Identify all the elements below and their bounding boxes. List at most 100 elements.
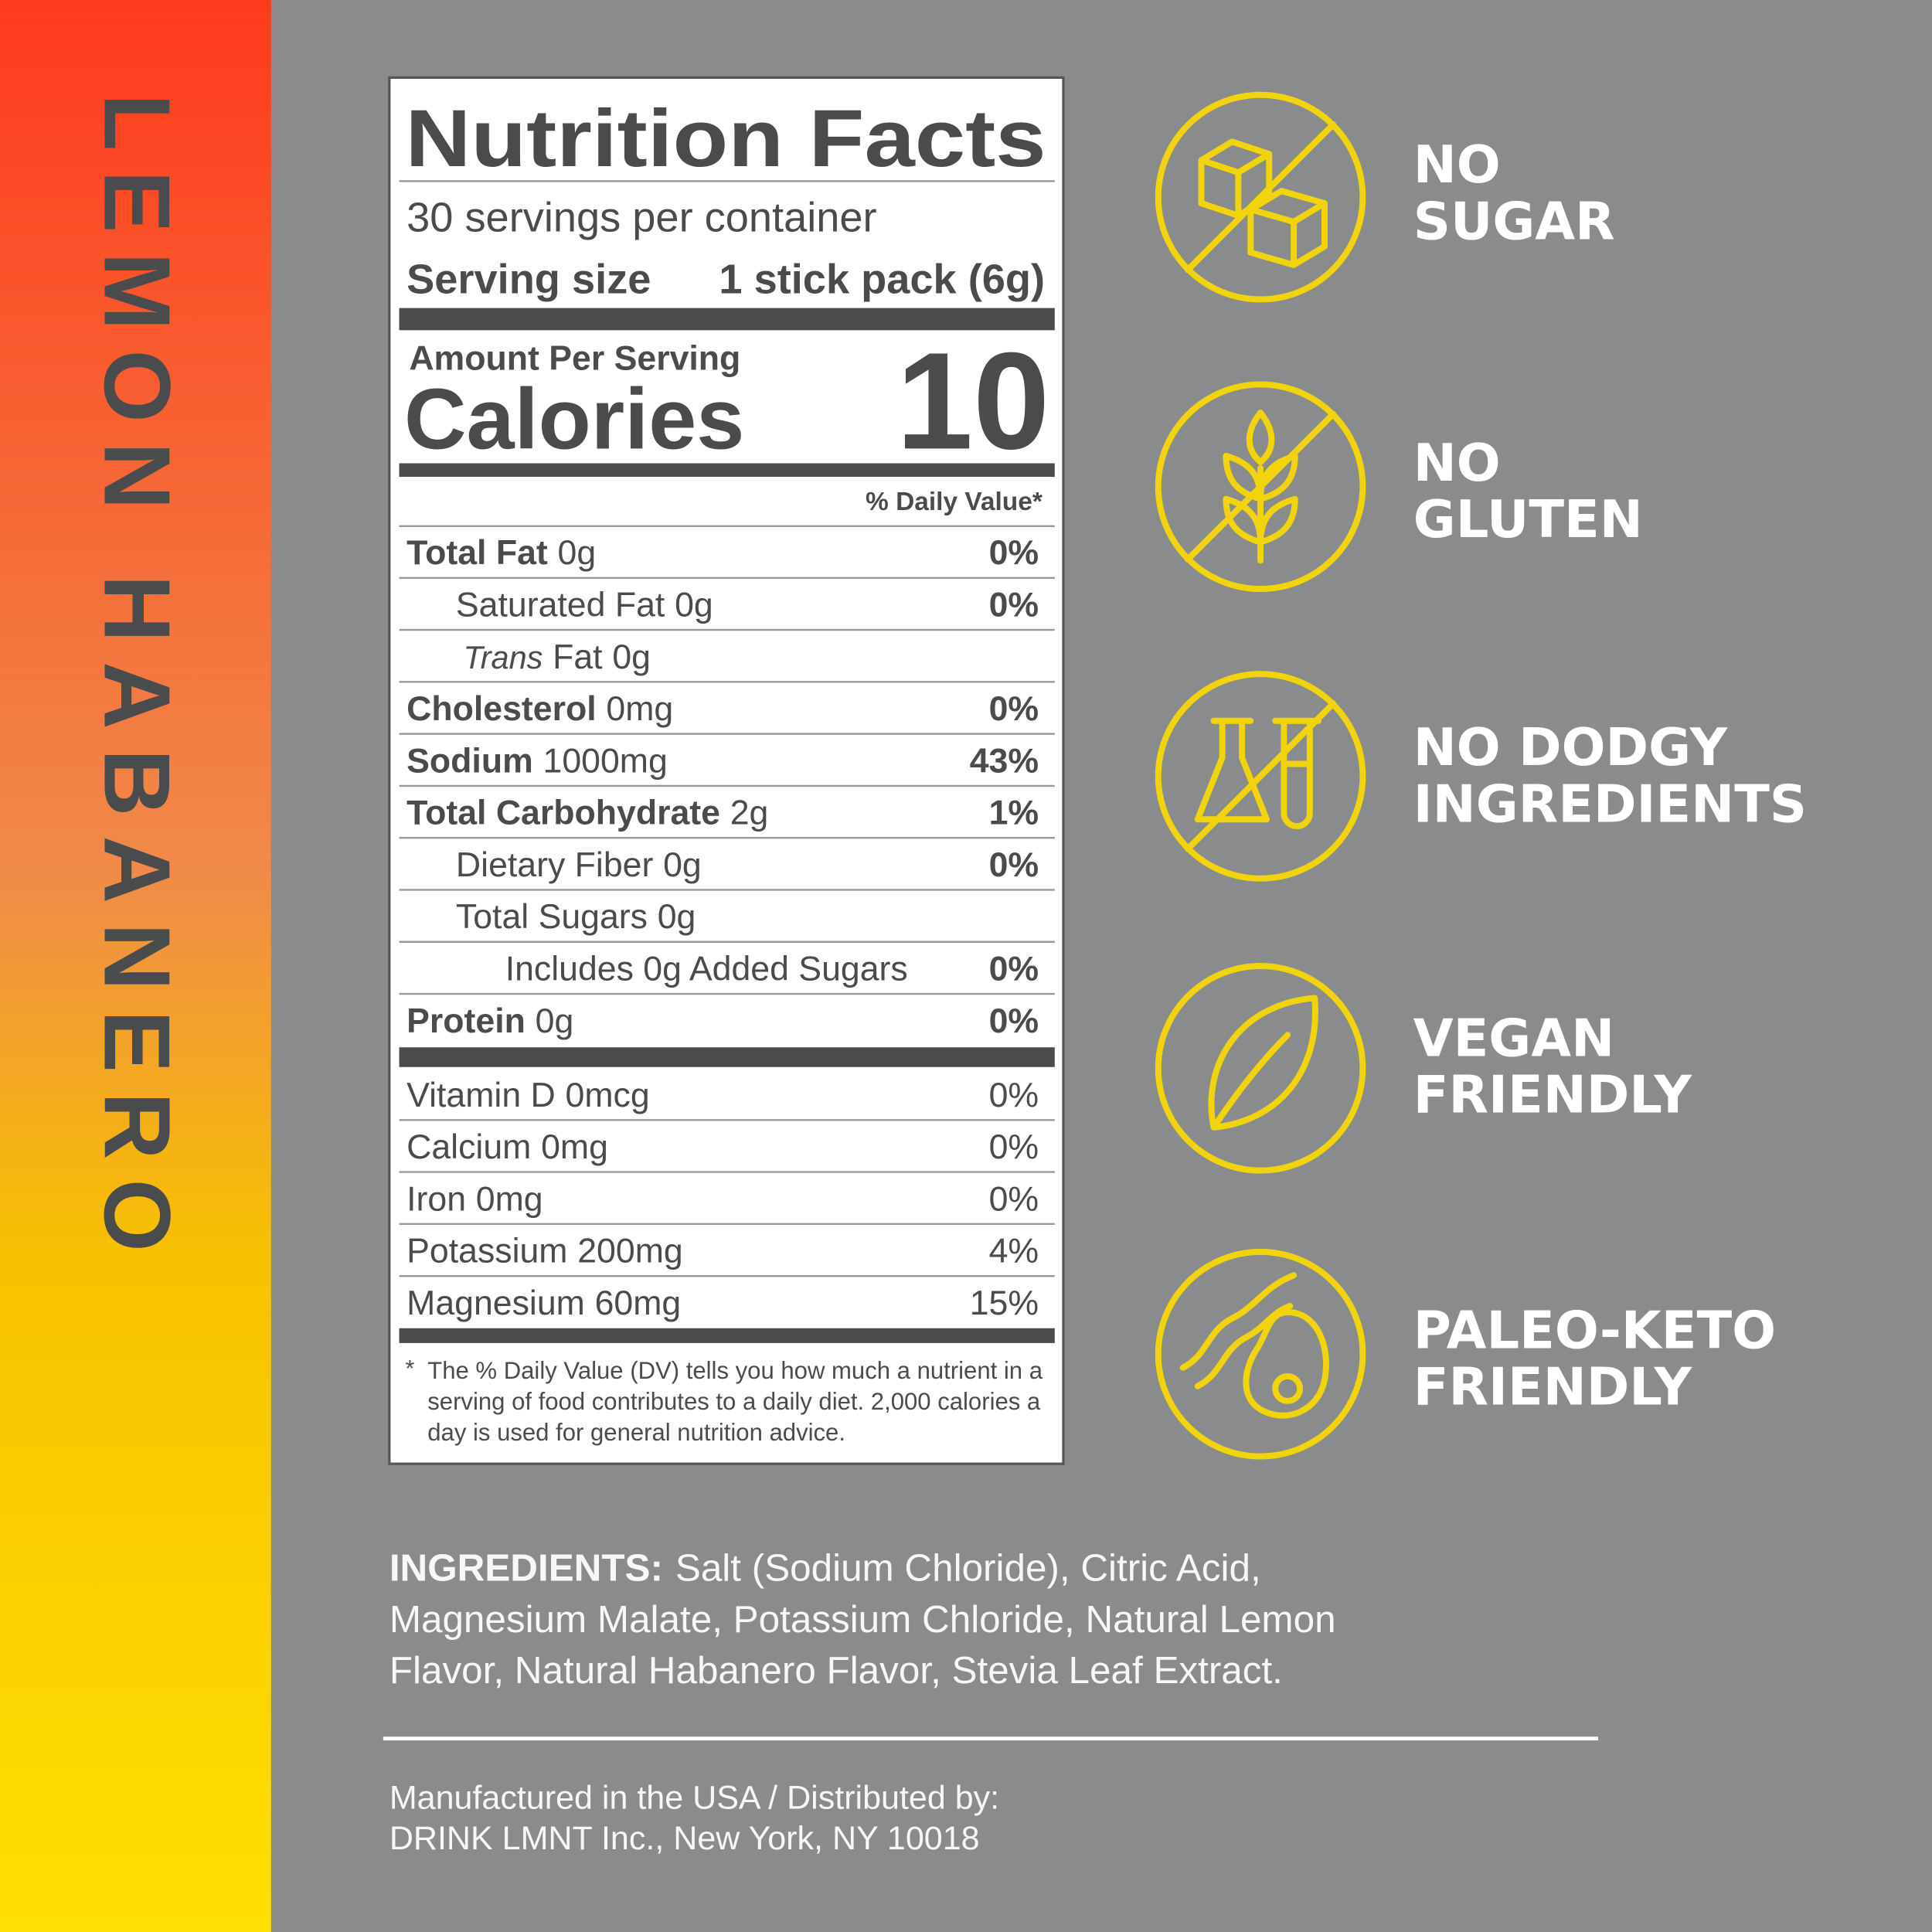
daily-value: 0% bbox=[989, 1180, 1039, 1218]
manufacturer: DRINK LMNT Inc., New York, NY 10018 bbox=[389, 1820, 980, 1857]
nutrient-name: Iron bbox=[406, 1180, 466, 1218]
daily-value: 15% bbox=[970, 1284, 1039, 1322]
nutrient-amount: 0g bbox=[558, 534, 597, 572]
claim: VEGAN bbox=[1413, 1008, 1614, 1068]
nutrient-name: Magnesium bbox=[406, 1284, 585, 1322]
nutrient-name: Vitamin D bbox=[406, 1077, 556, 1114]
nutrient-row: Trans Fat 0g bbox=[463, 638, 650, 676]
serving-size-label: Serving size bbox=[406, 256, 651, 302]
daily-value: 0% bbox=[989, 1002, 1039, 1040]
nutrient-name: Protein bbox=[406, 1002, 526, 1040]
icon-ring bbox=[1155, 671, 1366, 882]
nutrient-row: Dietary Fiber 0g bbox=[456, 846, 702, 884]
daily-value: 0% bbox=[989, 950, 1039, 988]
nutrient-name: Includes 0g Added Sugars bbox=[505, 950, 908, 988]
nutrient-name: Saturated Fat bbox=[456, 587, 665, 624]
flavor-name: LEMON HABANERO bbox=[84, 94, 189, 1252]
icon-ring bbox=[1155, 381, 1366, 593]
nutrient-name: Dietary Fiber bbox=[456, 846, 654, 884]
claim: SUGAR bbox=[1413, 191, 1615, 251]
claim: NO bbox=[1413, 134, 1501, 195]
icon-ring bbox=[1155, 91, 1366, 303]
icon-cube bbox=[1247, 188, 1328, 268]
claim: FRIENDLY bbox=[1413, 1065, 1693, 1125]
nutrient-row: Iron 0mg bbox=[406, 1180, 543, 1218]
nutrient-name: Sodium bbox=[406, 742, 533, 780]
icon-wheat bbox=[1223, 410, 1298, 564]
nutrient-row: Includes 0g Added Sugars bbox=[505, 950, 908, 988]
nutrition-panel: Nutrition Facts 30 servings per containe… bbox=[388, 76, 1065, 1465]
nutrient-name: Total Fat bbox=[406, 534, 548, 572]
nutrient-name: Calcium bbox=[406, 1128, 531, 1166]
thick-rule bbox=[399, 308, 1055, 331]
daily-value: 1% bbox=[989, 794, 1039, 832]
thick-rule bbox=[399, 463, 1055, 478]
nutrient-amount: 0mg bbox=[541, 1128, 608, 1166]
nutrient-amount: 0g bbox=[536, 1002, 574, 1040]
claim: NO bbox=[1413, 433, 1501, 493]
nutrient-amount: 0g bbox=[675, 587, 713, 624]
nutrient-amount: 0g bbox=[663, 846, 702, 884]
claim: PALEO-KETO bbox=[1413, 1300, 1776, 1360]
nutrient-row: Vitamin D 0mcg bbox=[406, 1077, 650, 1114]
nutrient-amount: 0mg bbox=[476, 1180, 543, 1218]
daily-value: 0% bbox=[989, 846, 1039, 884]
icons bbox=[1155, 91, 1366, 1460]
footnote: The % Daily Value (DV) tells you how muc… bbox=[427, 1357, 1043, 1384]
ingredients-text: Magnesium Malate, Potassium Chloride, Na… bbox=[389, 1598, 1336, 1641]
nutrient-row: Potassium 200mg bbox=[406, 1233, 683, 1270]
claim: FRIENDLY bbox=[1413, 1357, 1693, 1417]
daily-value: 0% bbox=[989, 1128, 1039, 1166]
nutrient-amount: 0g bbox=[612, 638, 651, 676]
nutrient-amount: 2g bbox=[730, 794, 769, 832]
claim: GLUTEN bbox=[1413, 489, 1643, 549]
nutrient-name: Trans bbox=[463, 639, 543, 675]
nutrient-amount: 200mg bbox=[577, 1233, 682, 1270]
nutrient-row: Saturated Fat 0g bbox=[456, 587, 713, 624]
nutrient-row: Total Fat 0g bbox=[406, 534, 596, 572]
nutrient-row: Cholesterol 0mg bbox=[406, 690, 673, 728]
daily-value: 43% bbox=[970, 742, 1039, 780]
nutrient-row: Total Sugars 0g bbox=[456, 898, 696, 936]
nutrient-row: Magnesium 60mg bbox=[406, 1284, 681, 1322]
footnote: serving of food contributes to a daily d… bbox=[427, 1388, 1041, 1415]
nutrient-amount: 0mg bbox=[606, 690, 673, 728]
daily-value: 4% bbox=[989, 1233, 1039, 1270]
icon-lab bbox=[1194, 717, 1321, 830]
ingredients-text: Salt (Sodium Chloride), Citric Acid, bbox=[675, 1547, 1261, 1590]
ingredients-line: Magnesium Malate, Potassium Chloride, Na… bbox=[389, 1598, 1336, 1641]
icon-ring bbox=[1155, 1248, 1366, 1460]
icon-ring bbox=[1155, 963, 1366, 1174]
servings: 30 servings per container bbox=[406, 195, 876, 241]
manufacturer: Manufactured in the USA / Distributed by… bbox=[389, 1780, 999, 1817]
amount-per-serving: Amount Per Serving bbox=[409, 339, 740, 377]
claim: NO DODGY bbox=[1413, 717, 1729, 777]
footnote-mark: * bbox=[406, 1356, 415, 1382]
ingredients-line: INGREDIENTS: Salt (Sodium Chloride), Citr… bbox=[389, 1547, 1261, 1590]
daily-value: 0% bbox=[989, 534, 1039, 572]
footnote: day is used for general nutrition advice… bbox=[427, 1419, 845, 1446]
flavor-band bbox=[0, 0, 271, 1932]
nf-title: Nutrition Facts bbox=[406, 94, 1046, 184]
nutrient-amount: 0mcg bbox=[566, 1077, 650, 1114]
claim: INGREDIENTS bbox=[1413, 774, 1807, 834]
nutrient-row: Calcium 0mg bbox=[406, 1128, 608, 1166]
icon-leaf bbox=[1208, 995, 1318, 1131]
ingredients-text: Flavor, Natural Habanero Flavor, Stevia … bbox=[389, 1649, 1283, 1692]
nutrient-amount: 0g bbox=[658, 898, 696, 936]
nutrient-amount: 1000mg bbox=[543, 742, 668, 780]
nutrient-amount: 60mg bbox=[595, 1284, 682, 1322]
nutrient-name: Cholesterol bbox=[406, 690, 596, 728]
nutrient-name: Total Sugars bbox=[456, 898, 648, 936]
thick-rule bbox=[399, 1328, 1055, 1343]
ingredients-line: Flavor, Natural Habanero Flavor, Stevia … bbox=[389, 1649, 1283, 1692]
icon-pit bbox=[1272, 1372, 1304, 1404]
daily-value: 0% bbox=[989, 587, 1039, 624]
nutrient-row: Total Carbohydrate 2g bbox=[406, 794, 768, 832]
nutrient-name-suffix: Fat bbox=[553, 638, 603, 676]
thick-rule bbox=[399, 1047, 1055, 1067]
serving-size: 1 stick pack (6g) bbox=[719, 256, 1045, 302]
daily-value: 0% bbox=[989, 690, 1039, 728]
